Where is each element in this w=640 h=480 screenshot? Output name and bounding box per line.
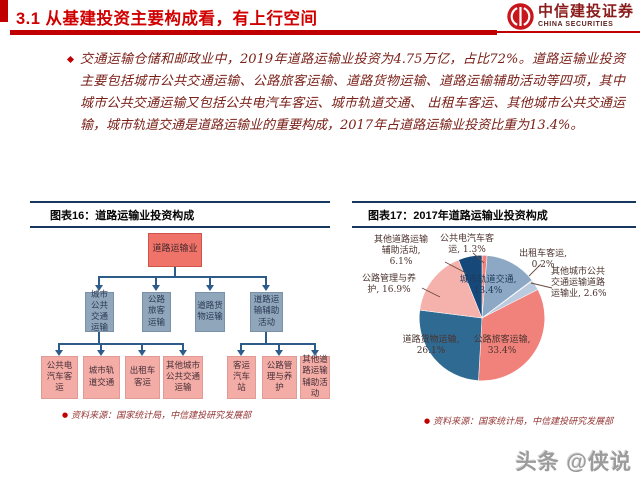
flowchart-l3-box-1: 城市轨道交通 — [83, 356, 120, 399]
pie-leader-lines — [421, 252, 553, 298]
pie-slice-7 — [458, 255, 483, 319]
connector-line — [58, 343, 60, 351]
figure17-pie-chart: 公共电汽车客运, 1.3% 其他道路运输辅助活动, 6.1% 公路管理与养护, … — [352, 226, 636, 426]
connector-line — [155, 276, 157, 286]
flowchart-l2-box-2: 道路货物运输 — [195, 292, 225, 332]
flowchart-l3-box-3: 其他城市公共交通运输 — [163, 356, 203, 399]
page-title: 3.1 从基建投资主要构成看，有上行空间 — [16, 10, 318, 28]
figure17-source-text: 资料来源：国家统计局，中信建投研究发展部 — [433, 417, 614, 427]
pie-label-other-urban-transit: 其他城市公共交通运输道路运输业, 2.6% — [551, 267, 607, 299]
flowchart-l3-box-6: 其他道路运输辅助活动 — [300, 355, 330, 399]
header-rule-thin — [497, 31, 640, 33]
pie-slice-6 — [419, 259, 483, 319]
connector-line — [240, 343, 242, 351]
arrow-down-icon — [311, 350, 319, 356]
arrow-down-icon — [179, 350, 187, 356]
connector-line — [209, 276, 211, 286]
figure17-source: ● 资料来源：国家统计局，中信建投研究发展部 — [424, 414, 613, 427]
flowchart-l2-box-3: 道路运输辅助活动 — [250, 292, 283, 332]
pie-slice-1 — [481, 255, 533, 319]
connector-line — [100, 343, 102, 351]
pie-label-highway-passenger: 公路旅客运输, 33.4% — [473, 335, 531, 356]
pie-label-taxi: 出租车客运, 0.2% — [519, 249, 567, 270]
arrow-down-icon — [97, 350, 105, 356]
pie-label-urban-rail: 城市轨道交通, 13.4% — [459, 275, 517, 296]
connector-line — [314, 343, 316, 351]
title-accent-bar — [0, 0, 8, 22]
body-paragraph: 交通运输仓储和邮政业中，2019年道路运输业投资为4.75万亿，占比72%。道路… — [80, 52, 625, 133]
flowchart-l3-box-4: 客运汽车站 — [227, 356, 256, 399]
bullet-marker — [66, 55, 75, 64]
company-name-cn: 中信建投证券 — [537, 3, 634, 20]
header-rule-thick — [10, 30, 497, 35]
connector-line — [59, 343, 184, 345]
flowchart-l3-box-2: 出租车客运 — [125, 356, 160, 399]
figure16-source-text: 资料来源：国家统计局，中信建投研究发展部 — [71, 411, 252, 421]
pie-label-other-auxiliary: 其他道路运输辅助活动, 6.1% — [373, 235, 428, 267]
figure16-flowchart: 道路运输业 城市公共交通运输 公路旅客运输 道路货物运输 道路运输辅助活动 公共… — [30, 226, 330, 426]
arrow-down-icon — [262, 285, 270, 291]
connector-line — [98, 276, 100, 286]
arrow-down-icon — [95, 285, 103, 291]
connector-line — [174, 267, 176, 277]
pie-label-road-freight: 道路货物运输, 26.1% — [402, 335, 460, 356]
source-bullet-icon: ● — [62, 411, 69, 419]
flowchart-l3-box-5: 公路管理与养护 — [262, 356, 297, 399]
figure17-title: 图表17：2017年道路运输业投资构成 — [352, 201, 636, 228]
connector-line — [182, 343, 184, 351]
pie-label-public-bus: 公共电汽车客运, 1.3% — [439, 234, 494, 255]
connector-line — [265, 276, 267, 286]
pie-slice-4 — [478, 289, 545, 381]
connector-line — [278, 343, 280, 351]
arrow-down-icon — [206, 285, 214, 291]
arrow-down-icon — [275, 350, 283, 356]
pie-slice-5 — [419, 309, 483, 381]
connector-line — [265, 332, 267, 344]
company-logo-text: 中信建投证券 CHINA SECURITIES — [538, 4, 634, 29]
arrow-down-icon — [237, 350, 245, 356]
connector-line — [99, 276, 267, 278]
flowchart-l3-box-0: 公共电汽车客运 — [41, 356, 78, 399]
flowchart-l2-box-0: 城市公共交通运输 — [85, 290, 114, 333]
connector-line — [98, 332, 100, 344]
watermark: 头条 @侠说 — [515, 451, 632, 474]
company-name-en: CHINA SECURITIES — [537, 21, 614, 28]
company-logo-icon — [507, 3, 534, 30]
pie-svg — [419, 255, 545, 381]
figure16-source: ● 资料来源：国家统计局，中信建投研究发展部 — [62, 408, 251, 421]
flowchart-root-box: 道路运输业 — [148, 233, 202, 267]
pie-label-road-maintenance: 公路管理与养护, 16.9% — [361, 274, 416, 295]
company-logo: 中信建投证券 CHINA SECURITIES — [507, 3, 634, 30]
flowchart-l2-box-1: 公路旅客运输 — [142, 292, 171, 332]
arrow-down-icon — [152, 285, 160, 291]
arrow-down-icon — [138, 350, 146, 356]
connector-line — [141, 343, 143, 351]
figure16-title: 图表16：道路运输业投资构成 — [30, 201, 330, 228]
source-bullet-icon: ● — [424, 417, 431, 425]
arrow-down-icon — [55, 350, 63, 356]
